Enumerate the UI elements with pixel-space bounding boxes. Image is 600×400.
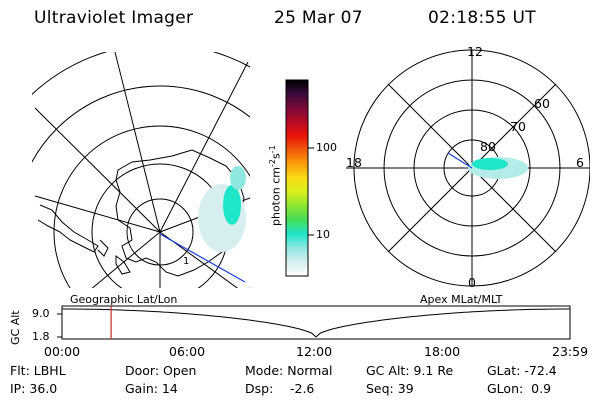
status-ip: IP: 36.0 — [10, 381, 58, 396]
noon-line — [447, 152, 473, 169]
noon-meridian-line — [159, 233, 246, 283]
mlt-label-0: 0 — [468, 275, 476, 290]
mlt-label-12: 12 — [467, 44, 483, 59]
meridian — [34, 107, 161, 233]
mlt-label-6: 6 — [576, 155, 584, 170]
meridian — [159, 61, 249, 233]
island-coast — [97, 239, 109, 257]
instrument-title: Ultraviolet Imager — [34, 8, 194, 28]
status-seq: Seq: 39 — [366, 381, 414, 396]
xtick-label-0000: 00:00 — [44, 344, 81, 359]
xtick-label-2359: 23:59 — [552, 344, 589, 359]
status-glon: GLon: 0.9 — [487, 381, 552, 396]
meridian — [34, 195, 161, 233]
observation-time: 02:18:55 UT — [428, 8, 536, 28]
status-dsp-label: Dsp: — [245, 381, 274, 396]
south-america-coast — [37, 204, 99, 253]
colorbar-tick-10: 10 — [316, 228, 330, 241]
altitude-plot-frame — [61, 305, 571, 340]
altitude-ylabel: GC Alt — [9, 310, 22, 345]
colorbar-scale — [285, 79, 309, 277]
meridian — [91, 231, 161, 288]
meridian — [114, 52, 161, 233]
status-glat: GLat: -72.4 — [487, 363, 557, 378]
aurora-glow — [230, 166, 246, 190]
mlat-label-80: 80 — [480, 139, 496, 154]
aurora-bright — [223, 185, 241, 225]
status-filter: Flt: LBHL — [10, 363, 66, 378]
colorbar-tick-100: 100 — [316, 141, 337, 154]
orbit-altitude-curve — [62, 308, 570, 338]
aurora-oval-bright — [472, 158, 508, 170]
mlt-label-18: 18 — [346, 155, 362, 170]
status-mode: Mode: Normal — [245, 363, 333, 378]
status-gc-alt: GC Alt: 9.1 Re — [366, 363, 454, 378]
colorbar — [285, 79, 314, 277]
latitude-circle — [32, 85, 250, 163]
antarctica-coast — [115, 149, 245, 277]
mlat-label-70: 70 — [510, 119, 526, 134]
ytick-label-1-8: 1.8 — [32, 330, 50, 343]
polar-map-panel — [346, 49, 590, 287]
polar-panel-label: Apex MLat/MLT — [420, 293, 503, 306]
xtick-label-0600: 06:00 — [169, 344, 206, 359]
island-coast — [115, 255, 131, 275]
xtick-label-1200: 12:00 — [296, 344, 333, 359]
status-door: Door: Open — [125, 363, 197, 378]
latitude-circle — [53, 125, 250, 288]
ytick-label-9: 9.0 — [32, 307, 50, 320]
xtick-label-1800: 18:00 — [424, 344, 461, 359]
observation-date: 25 Mar 07 — [274, 8, 363, 28]
map-marker-label: 1 — [183, 256, 189, 267]
geo-panel-label: Geographic Lat/Lon — [70, 293, 178, 306]
status-gain: Gain: 14 — [125, 381, 178, 396]
mlat-label-60: 60 — [534, 96, 550, 111]
status-dsp-value: -2.6 — [290, 381, 315, 396]
